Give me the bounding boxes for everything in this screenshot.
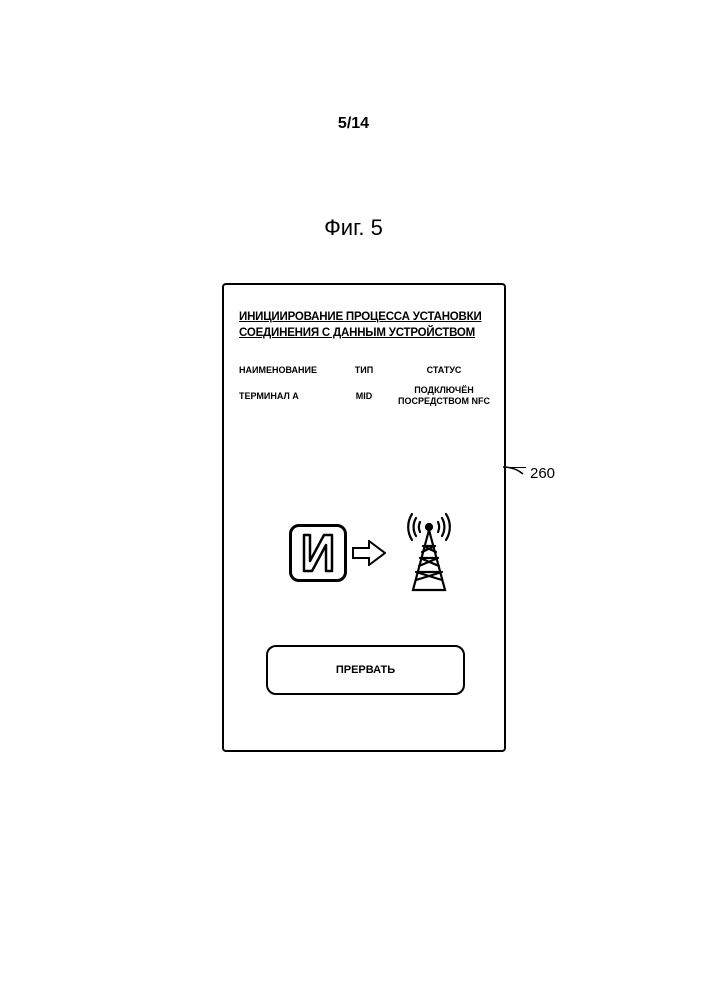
- title-line-2: СОЕДИНЕНИЯ С ДАННЫМ УСТРОЙСТВОМ: [239, 326, 489, 342]
- table-row: ТЕРМИНАЛ A MID ПОДКЛЮЧЁН ПОСРЕДСТВОМ NFC: [239, 385, 494, 406]
- page: 5/14 Фиг. 5 ИНИЦИИРОВАНИЕ ПРОЦЕССА УСТАН…: [0, 0, 707, 1000]
- abort-button[interactable]: ПРЕРВАТЬ: [266, 645, 465, 695]
- header-status: СТАТУС: [394, 365, 494, 375]
- arrow-icon: [352, 540, 386, 571]
- reference-numeral: 260: [530, 465, 555, 482]
- cell-name: ТЕРМИНАЛ A: [239, 391, 334, 401]
- screen-title: ИНИЦИИРОВАНИЕ ПРОЦЕССА УСТАНОВКИ СОЕДИНЕ…: [239, 310, 489, 341]
- nfc-icon: [289, 524, 347, 582]
- abort-button-label: ПРЕРВАТЬ: [336, 664, 395, 676]
- device-table: НАИМЕНОВАНИЕ ТИП СТАТУС ТЕРМИНАЛ A MID П…: [239, 365, 494, 406]
- icon-row: [224, 510, 504, 600]
- reference-curve: [503, 460, 533, 480]
- title-line-1: ИНИЦИИРОВАНИЕ ПРОЦЕССА УСТАНОВКИ: [239, 310, 489, 326]
- device-screen-frame: ИНИЦИИРОВАНИЕ ПРОЦЕССА УСТАНОВКИ СОЕДИНЕ…: [222, 283, 506, 752]
- header-type: ТИП: [334, 365, 394, 375]
- table-header-row: НАИМЕНОВАНИЕ ТИП СТАТУС: [239, 365, 494, 375]
- antenna-icon: [394, 510, 464, 600]
- page-number: 5/14: [0, 115, 707, 133]
- cell-status: ПОДКЛЮЧЁН ПОСРЕДСТВОМ NFC: [394, 385, 494, 406]
- figure-label: Фиг. 5: [0, 215, 707, 241]
- header-name: НАИМЕНОВАНИЕ: [239, 365, 334, 375]
- cell-type: MID: [334, 391, 394, 401]
